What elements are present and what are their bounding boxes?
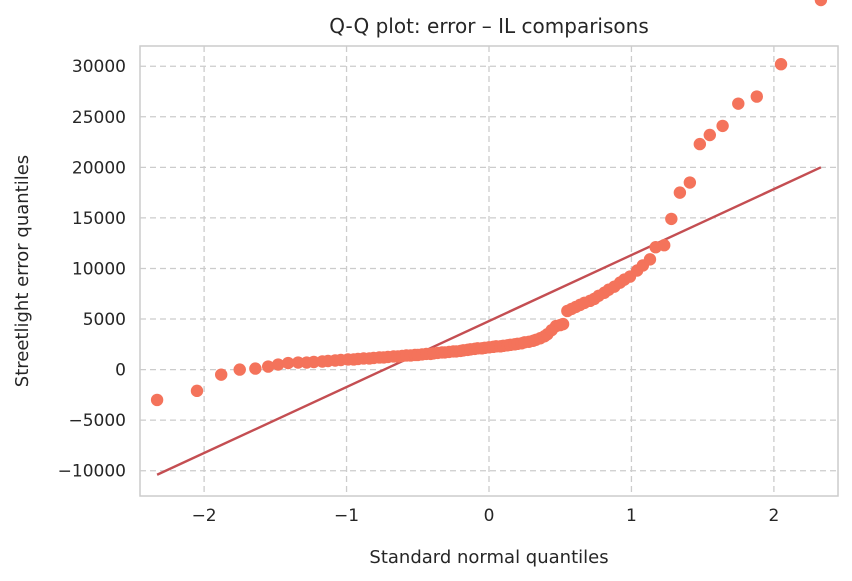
y-tick-label: 20000 [72, 158, 126, 178]
tick-label-layer: −2 −1 0 1 2 −10000 −5000 0 5000 10000 15000 20000 25… [58, 57, 780, 526]
x-tick-label: 0 [484, 506, 495, 526]
qq-point [716, 119, 729, 133]
qq-point [750, 90, 764, 103]
x-axis-title: Standard normal quantiles [369, 547, 608, 568]
x-tick-label: −1 [334, 506, 359, 526]
qq-point [556, 317, 570, 331]
qq-point [703, 128, 716, 142]
qq-point [262, 360, 275, 373]
qq-point [233, 363, 246, 376]
qq-point [673, 186, 687, 199]
y-tick-label: −10000 [58, 462, 126, 482]
x-tick-label: 1 [626, 506, 637, 526]
qq-point [291, 356, 305, 369]
reference-line-layer [156, 166, 822, 476]
qq-point [214, 368, 228, 381]
qq-point [190, 384, 204, 398]
grid-layer [140, 46, 838, 496]
y-tick-label: 5000 [83, 310, 126, 330]
y-axis-title: Streetlight error quantiles [12, 155, 33, 387]
qq-reference-line [156, 166, 822, 476]
y-tick-label: 25000 [72, 108, 126, 128]
qq-point [814, 0, 828, 7]
y-tick-label: 10000 [72, 259, 126, 279]
x-tick-label: 2 [768, 506, 779, 526]
chart-title: Q-Q plot: error – IL comparisons [329, 14, 649, 38]
qq-point [665, 212, 678, 226]
qq-point [271, 358, 285, 371]
y-tick-label: 30000 [72, 57, 126, 77]
qq-point [658, 239, 671, 252]
qq-point [643, 253, 657, 266]
scatter-points-layer [150, 0, 828, 407]
qq-point [281, 356, 295, 370]
qq-point [693, 137, 707, 151]
y-tick-label: −5000 [68, 411, 126, 431]
qq-point [683, 176, 697, 189]
qq-point [249, 362, 262, 375]
x-tick-label: −2 [192, 506, 217, 526]
y-tick-label: 0 [115, 361, 126, 381]
qq-point [774, 58, 788, 71]
y-tick-label: 15000 [72, 209, 126, 229]
plot-frame [139, 45, 839, 497]
qq-point [150, 393, 164, 407]
qq-point [732, 97, 745, 110]
